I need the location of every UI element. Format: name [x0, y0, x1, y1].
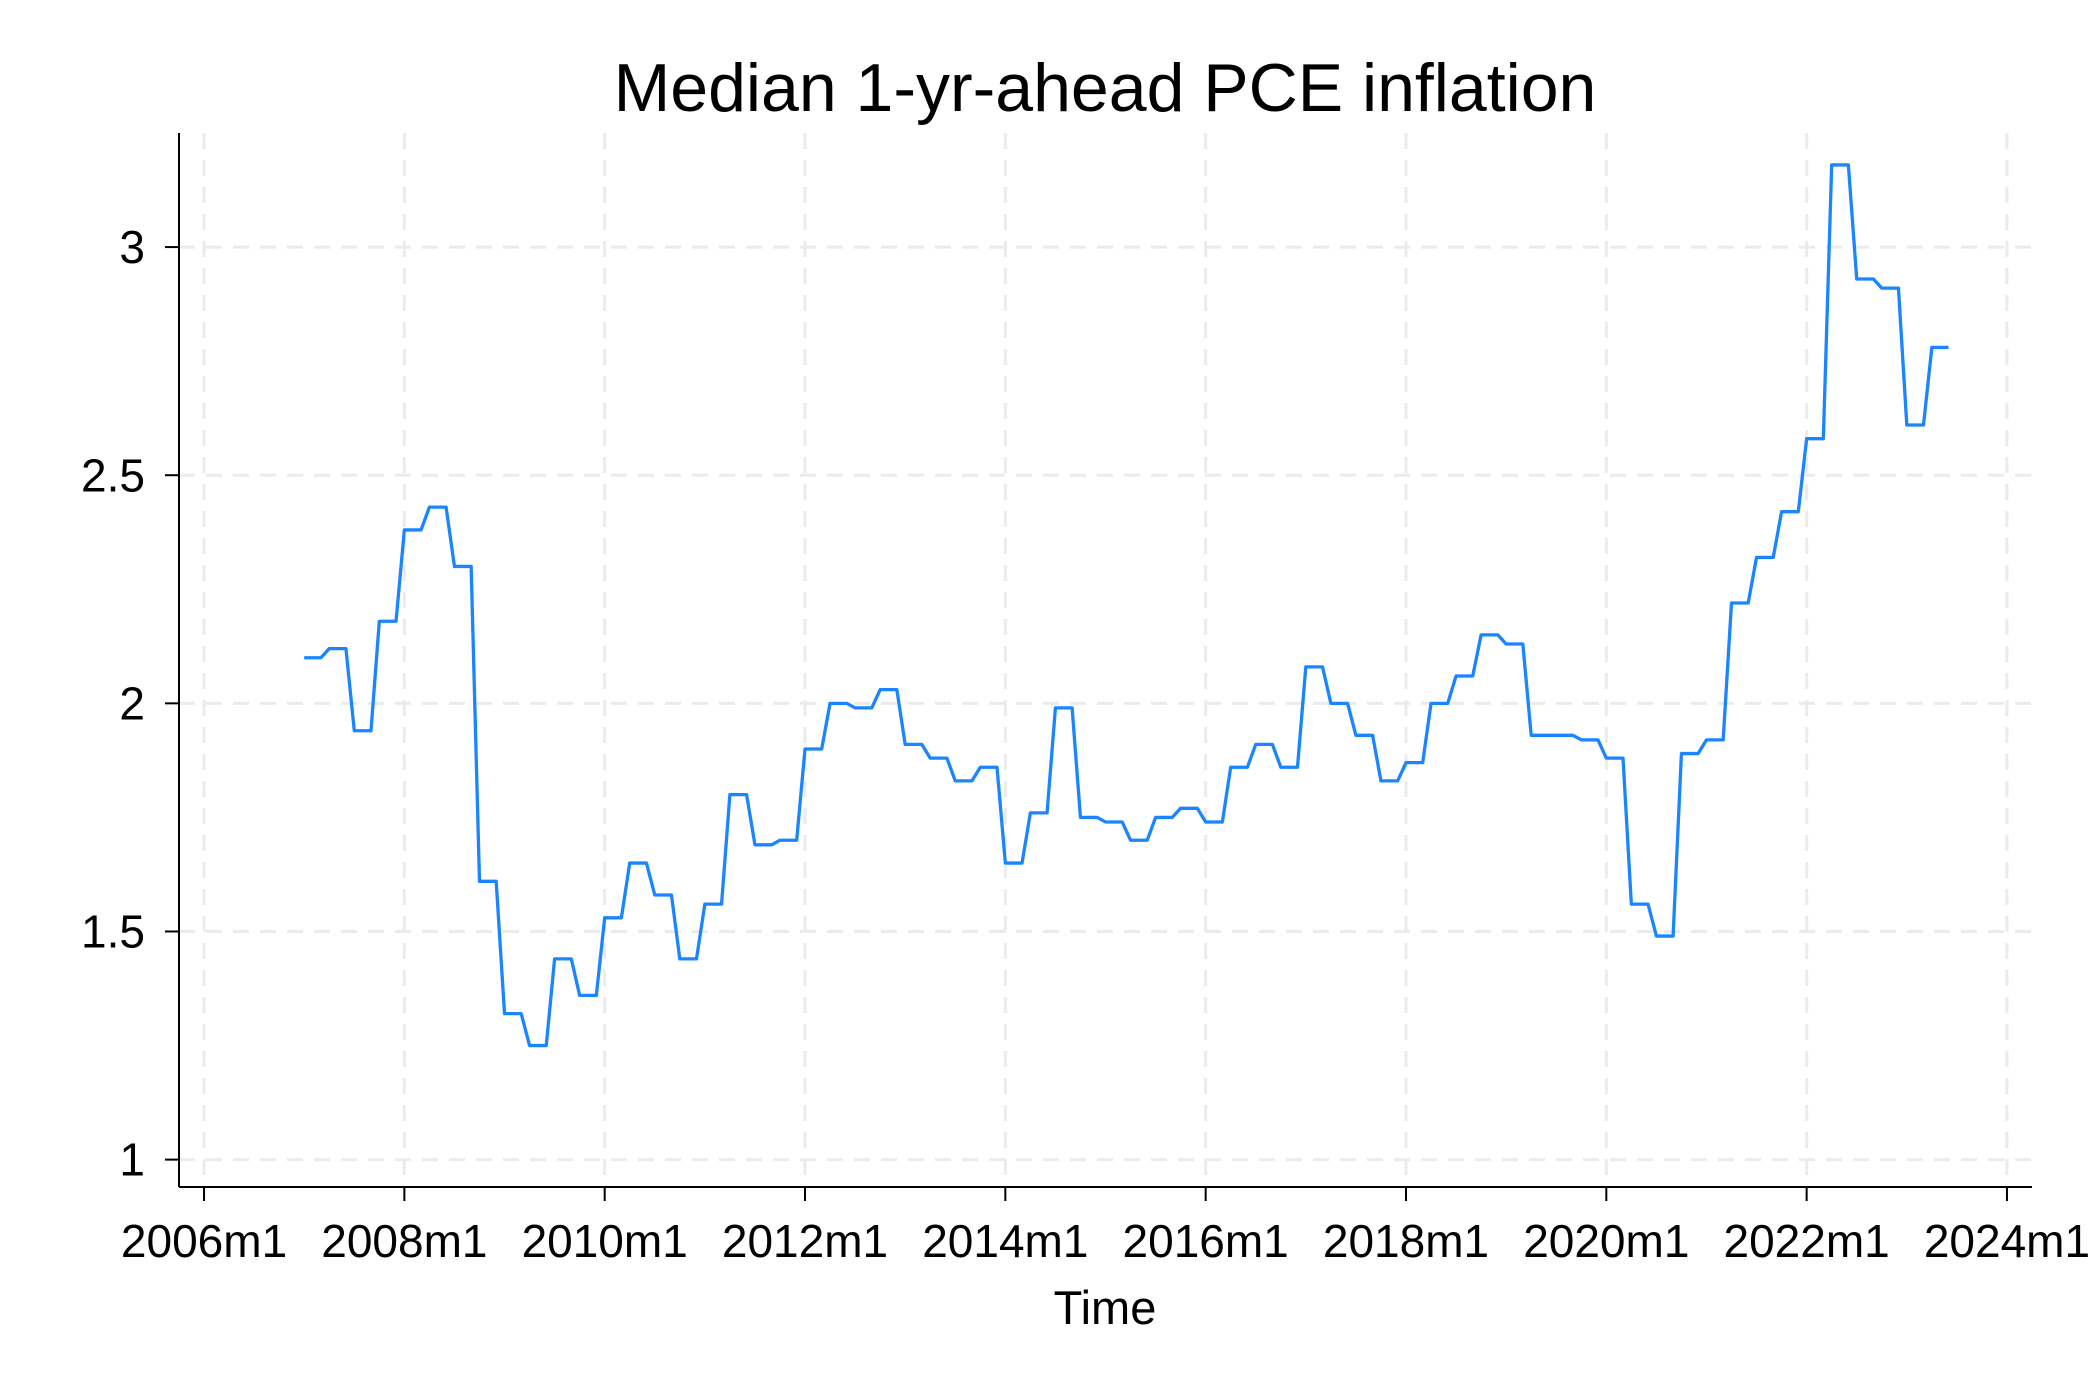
- y-tick-label: 2.5: [81, 449, 145, 501]
- series-line: [304, 163, 1949, 1048]
- x-tick-label: 2014m1: [922, 1215, 1088, 1267]
- gridlines: [179, 133, 2032, 1187]
- x-tick-label: 2008m1: [321, 1215, 487, 1267]
- x-tick-label: 2018m1: [1323, 1215, 1489, 1267]
- x-tick-label: 2020m1: [1523, 1215, 1689, 1267]
- y-tick-label: 3: [119, 221, 145, 273]
- y-tick-label: 1: [119, 1134, 145, 1186]
- x-tick-label: 2016m1: [1123, 1215, 1289, 1267]
- chart-title: Median 1-yr-ahead PCE inflation: [614, 50, 1597, 126]
- x-tick-label: 2024m1: [1924, 1215, 2090, 1267]
- y-tick-label: 1.5: [81, 906, 145, 958]
- axes: [165, 133, 2032, 1201]
- x-tick-label: 2006m1: [121, 1215, 287, 1267]
- tick-labels: 2006m1 2008m1 2010m1 2012m1 2014m1 2016m1 2018…: [81, 221, 2090, 1267]
- series-layer: [304, 163, 1949, 1048]
- x-tick-label: 2012m1: [722, 1215, 888, 1267]
- y-tick-label: 2: [119, 677, 145, 729]
- x-axis-title: Time: [1054, 1281, 1157, 1334]
- x-tick-label: 2022m1: [1724, 1215, 1890, 1267]
- x-tick-label: 2010m1: [522, 1215, 688, 1267]
